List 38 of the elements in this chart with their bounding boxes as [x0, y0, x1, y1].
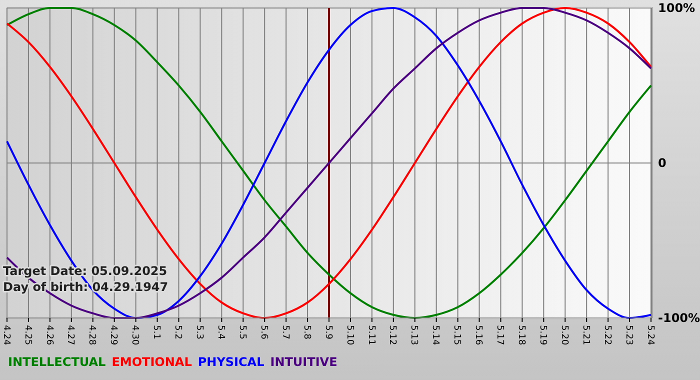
x-tick-label: 5.15	[452, 325, 462, 346]
x-tick-label: 5.17	[494, 325, 505, 346]
x-tick-label: 5.12	[387, 325, 398, 346]
x-tick-label: 4.24	[0, 325, 11, 346]
x-tick-label: 5.11	[366, 325, 376, 346]
x-tick-label: 5.5	[236, 325, 247, 340]
x-tick-label: 5.18	[516, 325, 526, 346]
y-tick-label: 100%	[658, 1, 696, 16]
text: EMOTIONAL	[112, 355, 192, 369]
x-tick-label: 5.4	[216, 325, 226, 340]
x-tick-label: 5.16	[473, 325, 484, 346]
x-tick-label: 4.28	[86, 325, 97, 346]
x-tick-label: 5.1	[151, 325, 162, 340]
text: PHYSICAL	[198, 355, 265, 369]
x-tick-label: 5.14	[430, 325, 440, 346]
x-tick-label: 5.22	[602, 325, 612, 346]
x-tick-label: 4.29	[108, 325, 118, 346]
x-tick-label: 5.20	[558, 325, 569, 346]
text: INTUITIVE	[270, 355, 338, 369]
x-tick-label: 4.30	[130, 325, 140, 346]
y-tick-label: -100%	[658, 311, 700, 326]
x-tick-label: 5.24	[644, 325, 655, 346]
x-tick-label: 4.26	[44, 325, 54, 346]
x-tick-label: 5.2	[172, 325, 183, 340]
x-tick-label: 5.21	[580, 325, 590, 346]
x-tick-label: 5.9	[322, 325, 333, 340]
x-tick-label: 5.8	[301, 325, 312, 340]
text: INTELLECTUAL	[8, 355, 106, 369]
x-tick-label: 5.6	[258, 325, 268, 340]
x-tick-label: 5.19	[538, 325, 548, 346]
x-tick-label: 4.27	[65, 325, 76, 346]
x-tick-label: 5.10	[344, 325, 354, 346]
y-tick-label: 0	[658, 156, 666, 170]
x-tick-label: 5.7	[280, 325, 290, 340]
x-tick-label: 5.13	[408, 325, 419, 346]
x-tick-label: 5.23	[623, 325, 634, 346]
x-tick-label: 4.25	[22, 325, 32, 346]
x-tick-label: 5.3	[194, 325, 204, 340]
